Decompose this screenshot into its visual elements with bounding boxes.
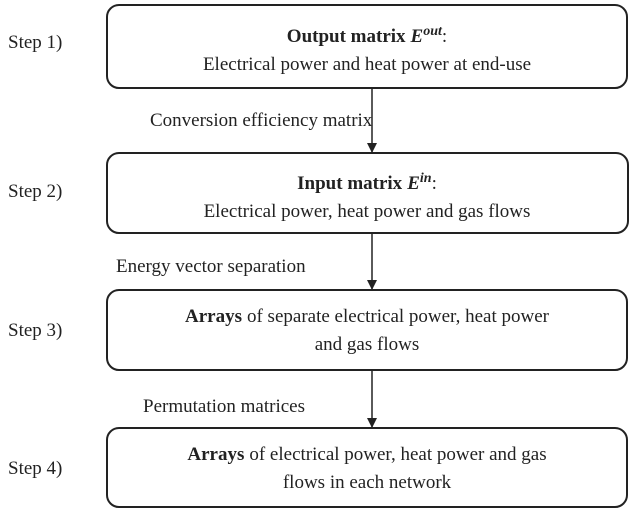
superscript: in bbox=[420, 171, 432, 186]
step-label: Step 1) bbox=[8, 32, 62, 53]
text-bold: Arrays bbox=[185, 306, 242, 327]
box-heading: Output matrix Eout: bbox=[287, 24, 447, 47]
step-box bbox=[106, 4, 628, 89]
step-box bbox=[106, 152, 629, 234]
box-text: Arrays of electrical power, heat power an… bbox=[187, 444, 546, 465]
box-text: Electrical power, heat power and gas flo… bbox=[204, 201, 531, 222]
arrow-label: Permutation matrices bbox=[143, 396, 305, 417]
symbol: E bbox=[406, 173, 420, 194]
suffix: : bbox=[432, 173, 437, 194]
box-text: and gas flows bbox=[315, 334, 419, 355]
box-heading: Input matrix Ein: bbox=[297, 171, 437, 194]
arrow-label: Conversion efficiency matrix bbox=[150, 110, 373, 131]
step-box bbox=[106, 427, 628, 508]
text-bold: Arrays bbox=[187, 444, 244, 465]
step-box bbox=[106, 289, 628, 371]
step-label: Step 3) bbox=[8, 320, 62, 341]
heading-bold: Output matrix bbox=[287, 26, 406, 47]
text-line: of electrical power, heat power and gas bbox=[249, 444, 546, 465]
box-text: flows in each network bbox=[283, 472, 452, 493]
heading-bold: Input matrix bbox=[297, 173, 403, 194]
symbol: E bbox=[410, 26, 424, 47]
text-line: of separate electrical power, heat power bbox=[247, 306, 550, 327]
arrow-label: Energy vector separation bbox=[116, 256, 306, 277]
box-text: Arrays of separate electrical power, heat… bbox=[185, 306, 550, 327]
box-text: Electrical power and heat power at end-u… bbox=[203, 54, 531, 75]
step-label: Step 2) bbox=[8, 181, 62, 202]
step-label: Step 4) bbox=[8, 458, 62, 479]
superscript: out bbox=[423, 24, 443, 39]
suffix: : bbox=[442, 26, 447, 47]
